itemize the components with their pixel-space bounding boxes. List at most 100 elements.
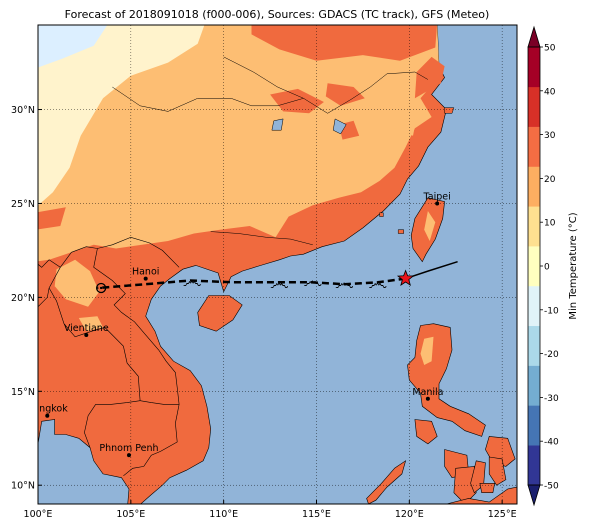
cold-land-region — [38, 25, 108, 68]
x-tick-label: 115°E — [302, 509, 331, 520]
taiwan-highland — [424, 211, 436, 241]
colorbar-extend-high — [527, 25, 541, 48]
y-tick-label: 30°N — [11, 105, 35, 116]
city-label: Phnom Penh — [99, 443, 158, 454]
hot-land-patch — [325, 83, 365, 106]
hot-land-patch — [414, 56, 445, 99]
colorbar-tick-label: -10 — [544, 306, 559, 316]
city-dot — [84, 332, 89, 337]
y-tick-label: 25°N — [11, 199, 35, 210]
islet — [444, 107, 455, 114]
storm-symbol-icon: ෴ — [368, 270, 387, 294]
colorbar-tick-label: -40 — [544, 438, 559, 448]
hot-land-patch — [270, 88, 324, 114]
city-markers: Hanoi Vientiane Bangkok Phnom Penh Taipei Man… — [27, 191, 451, 458]
hot-land-patch — [38, 207, 66, 230]
colorbar-tick-label: 20 — [544, 175, 556, 185]
colorbar-band — [528, 166, 540, 207]
x-tick-label: 105°E — [116, 509, 145, 520]
current-position-star-icon — [396, 269, 415, 287]
colorbar-tick-label: 30 — [544, 131, 556, 141]
river — [112, 71, 429, 114]
warm-highland — [78, 316, 103, 332]
city-dot — [425, 396, 430, 401]
colorbar-band — [528, 285, 540, 327]
colorbar-band — [528, 246, 540, 287]
lake — [332, 118, 347, 135]
mindanao-island — [446, 486, 517, 504]
colorbar-band — [528, 405, 540, 446]
map-panel: ෴ ෴ ෴ ෴ ෴ Hanoi Vientiane Bangkok Phnom Penh Tai… — [11, 24, 518, 520]
warm-land-region — [38, 25, 439, 262]
track-end-dot — [99, 286, 103, 290]
map-frame — [37, 24, 518, 505]
country-border — [93, 248, 180, 477]
river — [210, 231, 313, 246]
warm-land-patch — [387, 105, 417, 136]
longitude-ticks: 100°E 105°E 110°E 115°E 120°E 125°E — [24, 500, 517, 520]
city-dot — [126, 453, 131, 458]
storm-symbol-icon: ෴ — [303, 268, 322, 292]
country-border — [38, 287, 50, 308]
colorbar-label: Min Temperature (°C) — [568, 212, 579, 319]
track-end-marker — [95, 282, 107, 294]
palawan-island — [366, 460, 407, 504]
forecast-track — [97, 277, 406, 290]
river — [223, 56, 304, 99]
city-dot — [435, 201, 440, 206]
country-border — [18, 329, 31, 372]
y-tick-label: 10°N — [11, 481, 35, 492]
country-border — [38, 259, 61, 268]
country-border — [84, 400, 141, 448]
latitude-ticks: 10°N 15°N 20°N 25°N 30°N — [11, 105, 42, 492]
colorbar-extend-low — [527, 484, 541, 507]
colorbar-band — [528, 126, 540, 167]
storm-symbol-icon: ෴ — [270, 270, 289, 294]
country-border — [71, 236, 180, 268]
pale-land-region — [38, 25, 205, 206]
city-label: Vientiane — [64, 323, 109, 334]
colorbar-band — [528, 365, 540, 406]
colorbar-tick-label: 0 — [544, 263, 550, 273]
y-tick-label: 20°N — [11, 293, 35, 304]
colorbar-band — [528, 86, 540, 127]
colorbar: -50 -40 -30 -20 -10 0 10 20 30 40 50 — [527, 25, 559, 507]
colorbar-band — [528, 325, 540, 366]
city-label: Manila — [412, 387, 443, 398]
figure-title: Forecast of 2018091018 (f000-006), Sourc… — [65, 8, 490, 21]
islet — [397, 229, 404, 234]
colorbar-band — [528, 206, 540, 247]
city-dot — [45, 413, 50, 418]
colorbar-band — [528, 445, 540, 486]
hot-land-patch — [251, 25, 438, 61]
colorbar-tick-label: 40 — [544, 87, 556, 97]
y-tick-label: 15°N — [11, 387, 35, 398]
colorbar-tick-label: 10 — [544, 219, 556, 229]
city-label: Bangkok — [27, 404, 68, 415]
storm-symbol-icon: ෴ — [183, 268, 202, 292]
mindoro-island — [414, 419, 438, 445]
country-border — [48, 252, 141, 401]
colorbar-band — [528, 47, 540, 88]
luzon-highland — [420, 336, 434, 365]
colorbar-tick-label: -20 — [544, 350, 559, 360]
leyte-island — [488, 456, 507, 486]
lake — [271, 118, 284, 131]
city-dot — [143, 276, 148, 281]
colorbar-tick-label: 50 — [544, 44, 556, 54]
negros-island — [453, 466, 477, 504]
x-tick-label: 120°E — [395, 509, 424, 520]
storm-symbol-icon: ෴ — [335, 270, 354, 294]
city-label: Taipei — [423, 191, 451, 202]
warm-highland — [54, 259, 100, 307]
city-label: Hanoi — [132, 267, 159, 278]
x-tick-label: 110°E — [209, 509, 238, 520]
country-border — [140, 400, 180, 405]
colorbar-tick-label: -50 — [544, 482, 559, 492]
bohol-island — [479, 482, 496, 494]
colorbar-tick-label: -30 — [544, 394, 559, 404]
x-tick-label: 100°E — [24, 509, 53, 520]
islet — [379, 212, 384, 217]
land-layer — [18, 25, 517, 504]
